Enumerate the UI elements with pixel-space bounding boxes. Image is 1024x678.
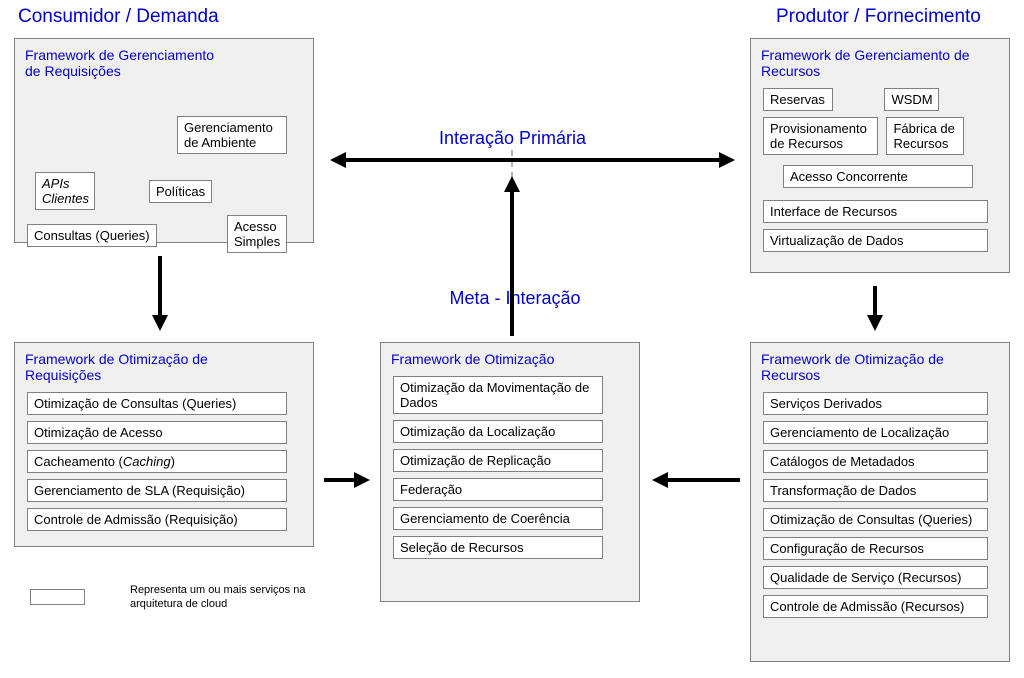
panel-title: Framework de Otimização de Recursos [761, 351, 961, 383]
box-concurrent: Acesso Concorrente [783, 165, 973, 188]
box-item: Otimização de Acesso [27, 421, 287, 444]
heading-right: Produtor / Fornecimento [776, 6, 981, 28]
label-meta-interaction: Meta - Interação [440, 288, 590, 309]
box-item: Qualidade de Serviço (Recursos) [763, 566, 988, 589]
panel-resource-management: Framework de Gerenciamento de Recursos R… [750, 38, 1010, 273]
panel-title: Framework de Otimização [391, 351, 629, 367]
box-item: Otimização de Consultas (Queries) [27, 392, 287, 415]
box-provisioning: Provisionamento de Recursos [763, 117, 878, 155]
box-factory: Fábrica de Recursos [886, 117, 964, 155]
arrow-primary-left-head [330, 152, 346, 168]
box-item: Seleção de Recursos [393, 536, 603, 559]
panel-title: Framework de Otimização de Requisições [25, 351, 225, 383]
box-item: Federação [393, 478, 603, 501]
box-item: Configuração de Recursos [763, 537, 988, 560]
arrow-left-mid-head [354, 472, 370, 488]
box-item: Gerenciamento de Localização [763, 421, 988, 444]
panel-title: Framework de Gerenciamento de Recursos [761, 47, 981, 79]
box-item: Serviços Derivados [763, 392, 988, 415]
panel-optimization: Framework de Otimização Otimização da Mo… [380, 342, 640, 602]
box-item: Catálogos de Metadados [763, 450, 988, 473]
box-caching-text: Cacheamento (Caching) [34, 454, 175, 469]
box-item: Controle de Admissão (Requisição) [27, 508, 287, 531]
panel-resource-optimization: Framework de Otimização de Recursos Serv… [750, 342, 1010, 662]
box-item: Otimização de Replicação [393, 449, 603, 472]
box-policies: Políticas [149, 180, 212, 203]
box-wsdm: WSDM [884, 88, 939, 111]
legend-text: Representa um ou mais serviços na arquit… [130, 584, 320, 612]
panel-request-management: Framework de Gerenciamento de Requisiçõe… [14, 38, 314, 243]
panel-request-optimization: Framework de Otimização de Requisições O… [14, 342, 314, 547]
box-virtualization: Virtualização de Dados [763, 229, 988, 252]
box-simple-access: Acesso Simples [227, 215, 287, 253]
label-primary-interaction: Interação Primária [420, 128, 605, 149]
arrow-right-down-head [867, 315, 883, 331]
box-item: Otimização de Consultas (Queries) [763, 508, 988, 531]
legend-swatch [30, 589, 85, 605]
box-item: Otimização da Movimentação de Dados [393, 376, 603, 414]
box-item: Cacheamento (Caching) [27, 450, 287, 473]
box-item: Gerenciamento de Coerência [393, 507, 603, 530]
box-interface: Interface de Recursos [763, 200, 988, 223]
box-item: Otimização da Localização [393, 420, 603, 443]
box-apis: APIs Clientes [35, 172, 95, 210]
arrow-left-down-head [152, 315, 168, 331]
box-reserves: Reservas [763, 88, 833, 111]
box-item: Transformação de Dados [763, 479, 988, 502]
box-queries: Consultas (Queries) [27, 224, 157, 247]
heading-left: Consumidor / Demanda [18, 6, 219, 28]
arrow-right-mid-head [652, 472, 668, 488]
box-item: Controle de Admissão (Recursos) [763, 595, 988, 618]
box-apis-text: APIs Clientes [42, 176, 89, 206]
arrow-primary-right-head [719, 152, 735, 168]
panel-title: Framework de Gerenciamento de Requisiçõe… [25, 47, 225, 79]
arrow-meta-head [504, 176, 520, 192]
box-env-mgmt: Gerenciamento de Ambiente [177, 116, 287, 154]
box-item: Gerenciamento de SLA (Requisição) [27, 479, 287, 502]
